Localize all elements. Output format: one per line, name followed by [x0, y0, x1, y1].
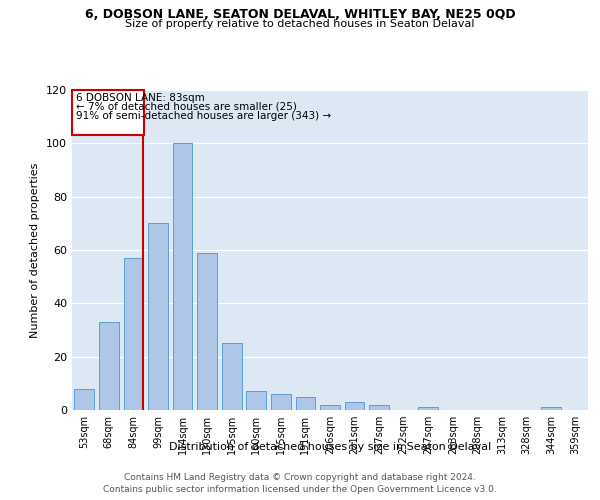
Bar [99, 322, 119, 410]
Bar [418, 408, 438, 410]
Y-axis label: Number of detached properties: Number of detached properties [31, 162, 40, 338]
Text: 6 DOBSON LANE: 83sqm: 6 DOBSON LANE: 83sqm [76, 92, 205, 102]
Text: 91% of semi-detached houses are larger (343) →: 91% of semi-detached houses are larger (… [76, 112, 331, 122]
Text: Distribution of detached houses by size in Seaton Delaval: Distribution of detached houses by size … [169, 442, 491, 452]
Text: Contains public sector information licensed under the Open Government Licence v3: Contains public sector information licen… [103, 485, 497, 494]
Bar [173, 144, 193, 410]
Bar [370, 404, 389, 410]
Bar [124, 258, 143, 410]
Text: 6, DOBSON LANE, SEATON DELAVAL, WHITLEY BAY, NE25 0QD: 6, DOBSON LANE, SEATON DELAVAL, WHITLEY … [85, 8, 515, 20]
Bar [345, 402, 364, 410]
Text: ← 7% of detached houses are smaller (25): ← 7% of detached houses are smaller (25) [76, 102, 296, 112]
Bar [296, 396, 315, 410]
Bar [72, 90, 145, 136]
Bar [271, 394, 290, 410]
Text: Contains HM Land Registry data © Crown copyright and database right 2024.: Contains HM Land Registry data © Crown c… [124, 472, 476, 482]
Bar [222, 344, 242, 410]
Bar [148, 224, 168, 410]
Bar [320, 404, 340, 410]
Bar [197, 252, 217, 410]
Bar [541, 408, 561, 410]
Bar [247, 392, 266, 410]
Text: Size of property relative to detached houses in Seaton Delaval: Size of property relative to detached ho… [125, 19, 475, 29]
Bar [74, 388, 94, 410]
